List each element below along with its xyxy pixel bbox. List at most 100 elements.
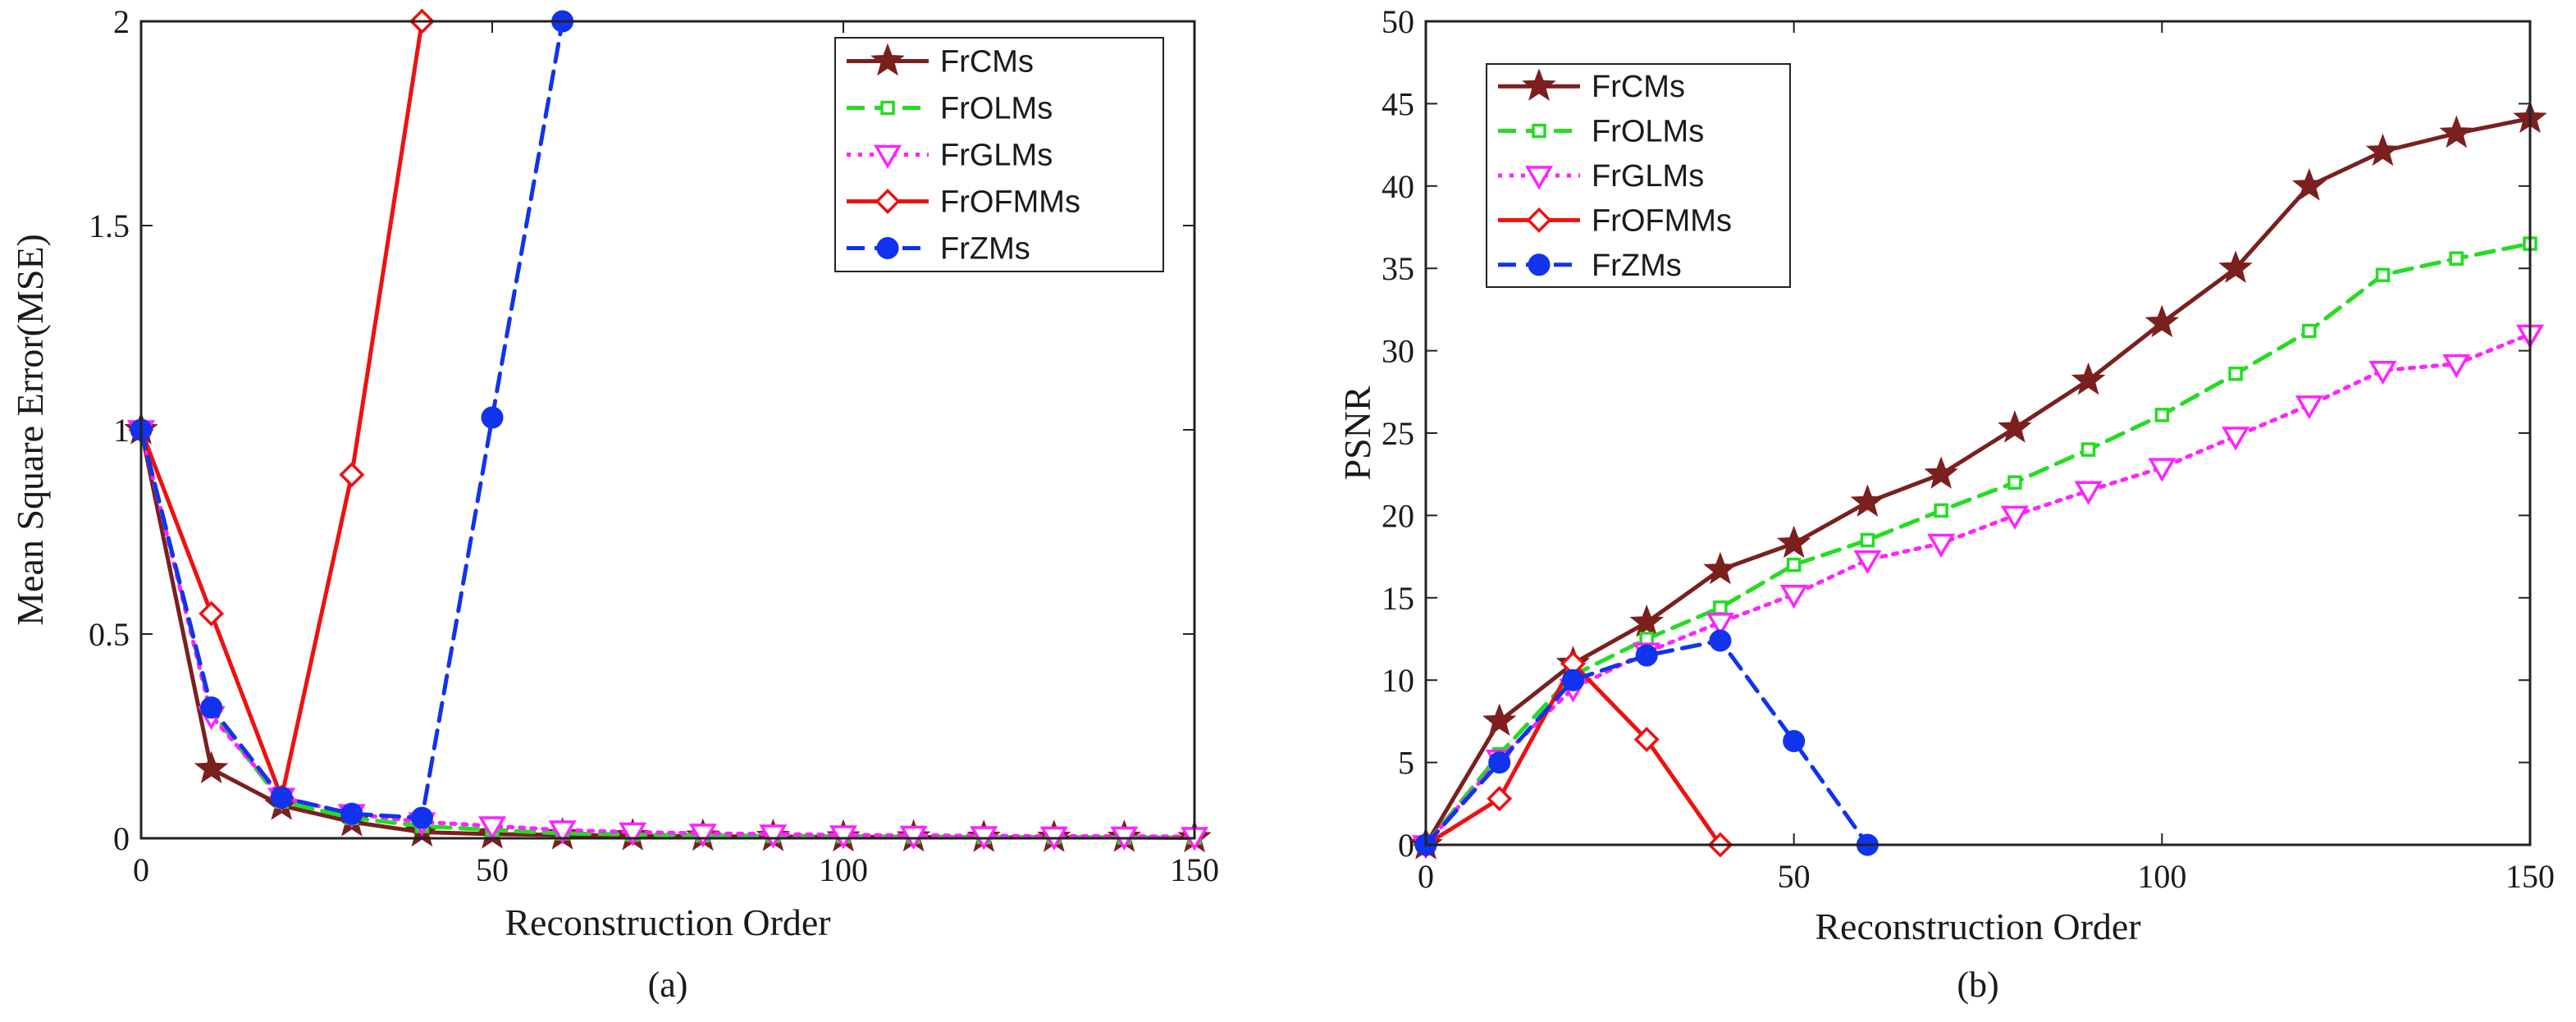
x-axis-label: Reconstruction Order (1815, 906, 2140, 947)
data-point-frcms (194, 751, 229, 784)
data-point-frglms (688, 824, 717, 848)
data-point-frcms (2439, 115, 2474, 148)
legend-label-frofmms: FrOFMMs (940, 185, 1080, 220)
legend: FrCMs FrOLMs FrGLMs FrOFMMs FrZMs (1486, 63, 1791, 288)
y-axis-label: PSNR (1336, 386, 1378, 480)
data-point-frglms (2442, 354, 2471, 379)
y-tick-label: 10 (1382, 662, 1414, 699)
data-point-frolms (1786, 557, 1802, 573)
data-point-frzms (410, 806, 433, 829)
data-point-frofmms (199, 600, 225, 627)
y-tick-label: 30 (1382, 333, 1414, 370)
data-point-frzms (1783, 729, 1806, 752)
x-tick-label: 0 (1418, 858, 1434, 895)
panel-caption: (a) (648, 965, 688, 1005)
data-point-frzms (1561, 668, 1584, 691)
legend-marker-frofmms (1526, 207, 1552, 233)
data-point-frcms (1776, 525, 1811, 559)
data-point-frzms (200, 696, 223, 719)
legend-marker-frolms (1532, 123, 1546, 139)
chart-psnr: 0 50 100 150 0 5 10 15 20 25 30 35 40 45 50 FrCMs FrOLMs… (1336, 3, 2555, 1005)
legend-marker-frzms (876, 237, 899, 259)
data-point-frglms (1706, 613, 1734, 637)
x-tick-label: 100 (819, 851, 868, 888)
data-point-frolms (2080, 442, 2096, 457)
y-tick-label: 25 (1382, 415, 1414, 452)
data-point-frglms (548, 820, 577, 845)
data-point-frofmms (339, 462, 365, 488)
series-line-frglms (1423, 332, 2533, 847)
panel-caption: (b) (1957, 965, 1998, 1005)
data-point-frcms (2144, 304, 2180, 338)
legend-marker-frolms (880, 100, 895, 116)
data-point-frolms (2154, 408, 2170, 422)
data-point-frglms (759, 824, 788, 849)
data-point-frglms (619, 822, 647, 847)
data-point-frglms (2148, 458, 2176, 482)
y-tick-label: 40 (1382, 168, 1414, 205)
legend-label-frofmms: FrOFMMs (1592, 203, 1732, 238)
data-point-frzms (1488, 751, 1511, 774)
data-point-frolms (2375, 267, 2391, 282)
data-point-frcms (1924, 456, 1958, 489)
x-tick-label: 0 (133, 851, 149, 888)
data-point-frofmms (1487, 786, 1513, 812)
data-point-frzms (1635, 644, 1658, 667)
series-line-frcms (1423, 116, 2533, 847)
legend-marker-frofmms (875, 189, 901, 214)
legend-label-frzms: FrZMs (940, 232, 1030, 267)
data-point-frcms (2365, 133, 2400, 167)
legend-label-frolms: FrOLMs (940, 92, 1053, 126)
series-line-frolms (1423, 241, 2533, 847)
legend-marker-frglms (1524, 166, 1554, 190)
y-tick-label: 0.5 (89, 616, 130, 653)
data-point-frglms (2000, 505, 2029, 530)
y-tick-label: 5 (1398, 745, 1414, 782)
data-point-frzms (1709, 629, 1732, 652)
legend-marker-frcms (1522, 68, 1556, 101)
y-tick-label: 1.5 (89, 208, 130, 244)
axes-frame (139, 20, 1196, 840)
data-point-frzms (270, 786, 293, 809)
y-tick-label: 45 (1382, 85, 1414, 122)
legend-label-frcms: FrCMs (1592, 70, 1685, 104)
legend-label-frcms: FrCMs (940, 45, 1034, 80)
y-tick-label: 0 (113, 820, 130, 857)
y-axis-label: Mean Square Error(MSE) (9, 234, 51, 626)
data-point-frzms (340, 802, 363, 825)
legend-label-frglms: FrGLMs (1592, 159, 1704, 194)
x-tick-label: 50 (1778, 858, 1811, 895)
data-point-frolms (2302, 323, 2317, 339)
data-point-frolms (2228, 366, 2243, 381)
axes-frame (1424, 20, 2532, 846)
legend-label-frglms: FrGLMs (940, 139, 1053, 173)
legend-label-frzms: FrZMs (1592, 249, 1682, 283)
data-point-frglms (829, 825, 858, 850)
data-point-frcms (1998, 410, 2032, 443)
data-point-frzms (481, 406, 504, 429)
data-point-frcms (2071, 362, 2106, 395)
data-point-frcms (2291, 167, 2327, 201)
x-tick-label: 50 (476, 851, 509, 888)
data-point-frolms (1860, 532, 1875, 548)
data-point-frcms (1482, 703, 1517, 737)
legend: FrCMs FrOLMs FrGLMs FrOFMMs FrZMs (834, 37, 1164, 272)
data-point-frglms (2295, 395, 2323, 420)
data-point-frolms (2007, 475, 2022, 490)
x-axis-label: Reconstruction Order (505, 901, 830, 943)
y-tick-label: 50 (1382, 3, 1414, 40)
data-point-frglms (477, 816, 507, 841)
legend-marker-frzms (1528, 253, 1551, 276)
data-point-frcms (1703, 551, 1738, 585)
data-point-frcms (1629, 605, 1665, 637)
y-tick-label: 0 (1398, 827, 1414, 864)
legend-marker-frglms (873, 144, 902, 169)
data-point-frglms (2368, 360, 2397, 386)
data-point-frglms (1927, 533, 1956, 559)
data-point-frofmms (1633, 727, 1660, 752)
x-tick-label: 150 (2505, 858, 2555, 895)
y-tick-label: 15 (1382, 580, 1414, 617)
y-tick-label: 35 (1382, 250, 1414, 287)
data-point-frolms (2449, 251, 2464, 266)
